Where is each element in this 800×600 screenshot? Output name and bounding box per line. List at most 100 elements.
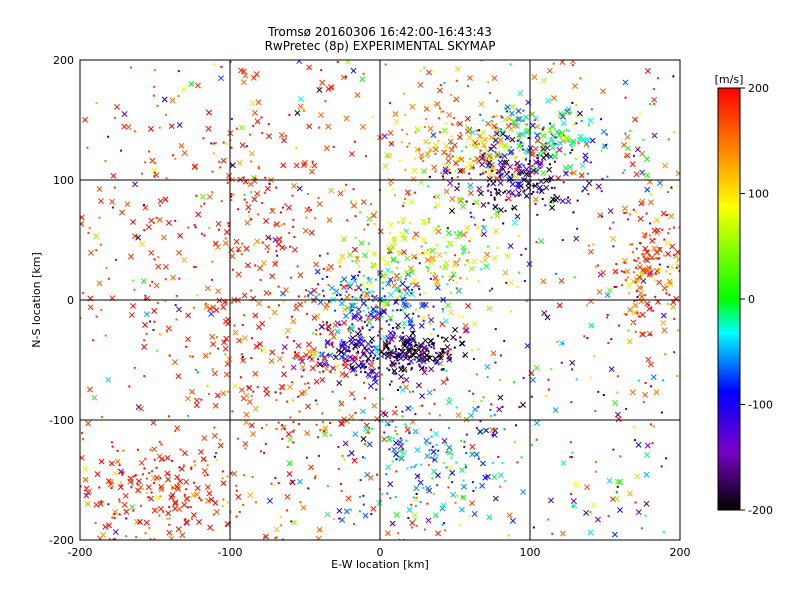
data-point-x — [370, 212, 377, 219]
data-point-x — [212, 402, 219, 409]
data-point-x — [171, 359, 178, 365]
data-point-x — [588, 322, 595, 329]
data-point-dot — [569, 441, 572, 444]
data-point-x — [639, 150, 646, 157]
data-point-x — [108, 537, 115, 540]
data-point-dot — [554, 272, 557, 275]
data-point-x — [316, 201, 323, 208]
data-point-x — [587, 248, 594, 255]
data-point-dot — [381, 420, 384, 423]
data-point-x — [441, 127, 448, 134]
data-point-dot — [427, 577, 429, 579]
data-point-dot — [534, 202, 537, 205]
data-point-dot — [532, 184, 535, 187]
data-point-dot — [402, 442, 405, 445]
data-point-dot — [409, 356, 412, 359]
data-point-x — [224, 361, 231, 367]
data-point-x — [523, 114, 530, 121]
data-point-dot — [553, 142, 556, 145]
data-point-dot — [371, 295, 374, 298]
data-point-dot — [353, 523, 356, 526]
data-point-x — [91, 394, 98, 401]
data-point-x — [363, 293, 370, 300]
data-point-x — [139, 240, 146, 247]
data-point-x — [306, 64, 313, 71]
data-point-dot — [288, 232, 291, 235]
data-point-dot — [290, 315, 293, 318]
data-point-x — [541, 310, 548, 317]
data-point-x — [452, 326, 459, 333]
data-point-x — [453, 96, 460, 103]
data-point-dot — [396, 288, 399, 291]
data-point-dot — [115, 258, 118, 261]
data-point-dot — [672, 75, 675, 78]
data-point-dot — [673, 226, 676, 229]
data-point-x — [110, 172, 117, 179]
data-point-dot — [482, 218, 485, 221]
data-point-dot — [668, 272, 671, 275]
data-point-x — [255, 99, 262, 106]
data-point-dot — [274, 536, 277, 539]
data-point-dot — [441, 308, 444, 311]
data-point-dot — [145, 491, 148, 494]
data-point-x — [480, 460, 486, 467]
data-point-dot — [214, 142, 217, 145]
data-point-x — [223, 229, 230, 236]
data-point-dot — [435, 444, 438, 447]
data-point-x — [460, 483, 467, 490]
data-point-dot — [193, 460, 196, 463]
data-point-dot — [571, 101, 574, 104]
data-point-dot — [264, 442, 267, 445]
data-point-x — [93, 501, 100, 508]
data-point-x — [247, 492, 254, 499]
data-point-dot — [148, 526, 151, 529]
data-point-dot — [428, 175, 431, 178]
data-point-x — [236, 337, 243, 344]
data-point-dot — [367, 307, 370, 310]
data-point-x — [390, 333, 397, 340]
data-point-dot — [107, 135, 110, 138]
data-point-dot — [648, 274, 651, 277]
data-point-dot — [275, 186, 278, 189]
data-point-dot — [292, 357, 295, 360]
data-point-dot — [297, 295, 300, 298]
data-point-dot — [221, 477, 224, 480]
data-point-dot — [286, 400, 289, 403]
data-point-x — [69, 505, 74, 510]
data-point-dot — [163, 482, 166, 485]
data-point-x — [329, 284, 335, 291]
data-point-x — [176, 249, 182, 256]
data-point-x — [497, 136, 504, 143]
y-tick-label: 0 — [67, 294, 74, 307]
data-point-dot — [491, 125, 494, 128]
data-point-dot — [369, 203, 372, 206]
data-point-dot — [432, 343, 435, 346]
data-point-dot — [662, 254, 665, 257]
data-point-x — [445, 302, 451, 309]
data-point-dot — [361, 326, 364, 329]
data-point-x — [68, 524, 73, 529]
data-point-dot — [327, 363, 330, 366]
data-point-x — [456, 230, 463, 237]
data-point-x — [374, 415, 381, 422]
data-point-x — [460, 494, 467, 501]
data-point-dot — [481, 154, 484, 157]
data-point-dot — [435, 362, 438, 365]
data-point-dot — [295, 146, 298, 149]
data-point-dot — [495, 188, 498, 191]
data-point-dot — [401, 415, 404, 418]
data-point-dot — [248, 214, 251, 217]
data-point-x — [223, 335, 230, 342]
data-point-x — [467, 161, 474, 168]
data-point-x — [327, 352, 334, 359]
data-point-x — [165, 325, 172, 332]
data-point-dot — [450, 93, 453, 96]
data-point-dot — [414, 131, 417, 134]
data-point-dot — [386, 352, 389, 355]
data-point-dot — [331, 390, 334, 393]
data-point-dot — [254, 501, 257, 504]
data-point-dot — [346, 349, 349, 352]
data-point-x — [432, 274, 439, 281]
data-point-dot — [362, 494, 365, 497]
data-point-x — [643, 471, 650, 478]
